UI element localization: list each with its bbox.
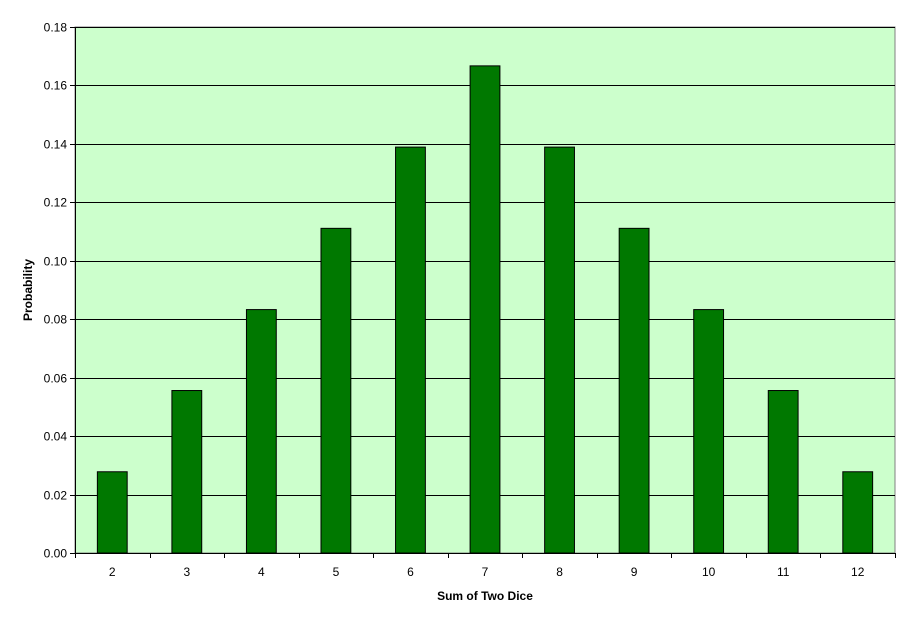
bar-3 <box>171 390 203 554</box>
y-tick-labels: 0.00 0.02 0.04 0.06 0.08 0.10 0.12 0.14 0.16 0.18 <box>44 21 68 561</box>
x-tick-label: 8 <box>556 565 563 579</box>
x-tick-label: 5 <box>333 565 340 579</box>
y-tick-label: 0.18 <box>44 21 68 35</box>
y-tick-label: 0.04 <box>44 430 68 444</box>
x-tick-label: 11 <box>777 565 790 579</box>
x-tick-label: 6 <box>407 565 414 579</box>
x-tick-label: 2 <box>109 565 116 579</box>
bar-2 <box>96 471 128 554</box>
bar-4 <box>245 309 277 554</box>
y-axis-title: Probability <box>21 259 35 321</box>
y-tick-label: 0.08 <box>44 313 68 327</box>
x-tick-label: 3 <box>183 565 190 579</box>
x-tick-label: 9 <box>631 565 638 579</box>
y-tick-label: 0.02 <box>44 489 68 503</box>
y-tick-label: 0.10 <box>44 255 68 269</box>
bar-7 <box>469 65 501 554</box>
y-tick-label: 0.16 <box>44 79 68 93</box>
x-tick-label: 10 <box>702 565 716 579</box>
x-tick-label: 12 <box>851 565 865 579</box>
y-tick-label: 0.14 <box>44 138 68 152</box>
bar-5 <box>320 227 352 554</box>
bar-12 <box>842 471 874 554</box>
x-axis-title: Sum of Two Dice <box>437 589 533 603</box>
axes <box>70 27 896 558</box>
x-tick-label: 4 <box>258 565 265 579</box>
y-tick-label: 0.00 <box>44 547 68 561</box>
x-tick-labels: 2 3 4 5 6 7 8 9 10 11 12 <box>109 565 865 579</box>
bar-8 <box>544 146 575 554</box>
bar-6 <box>395 146 426 554</box>
y-tick-label: 0.12 <box>44 196 68 210</box>
bar-11 <box>767 390 799 554</box>
bar-10 <box>693 309 725 554</box>
bars <box>96 65 874 554</box>
bar-9 <box>618 227 650 554</box>
y-tick-label: 0.06 <box>44 372 68 386</box>
x-tick-label: 7 <box>482 565 489 579</box>
